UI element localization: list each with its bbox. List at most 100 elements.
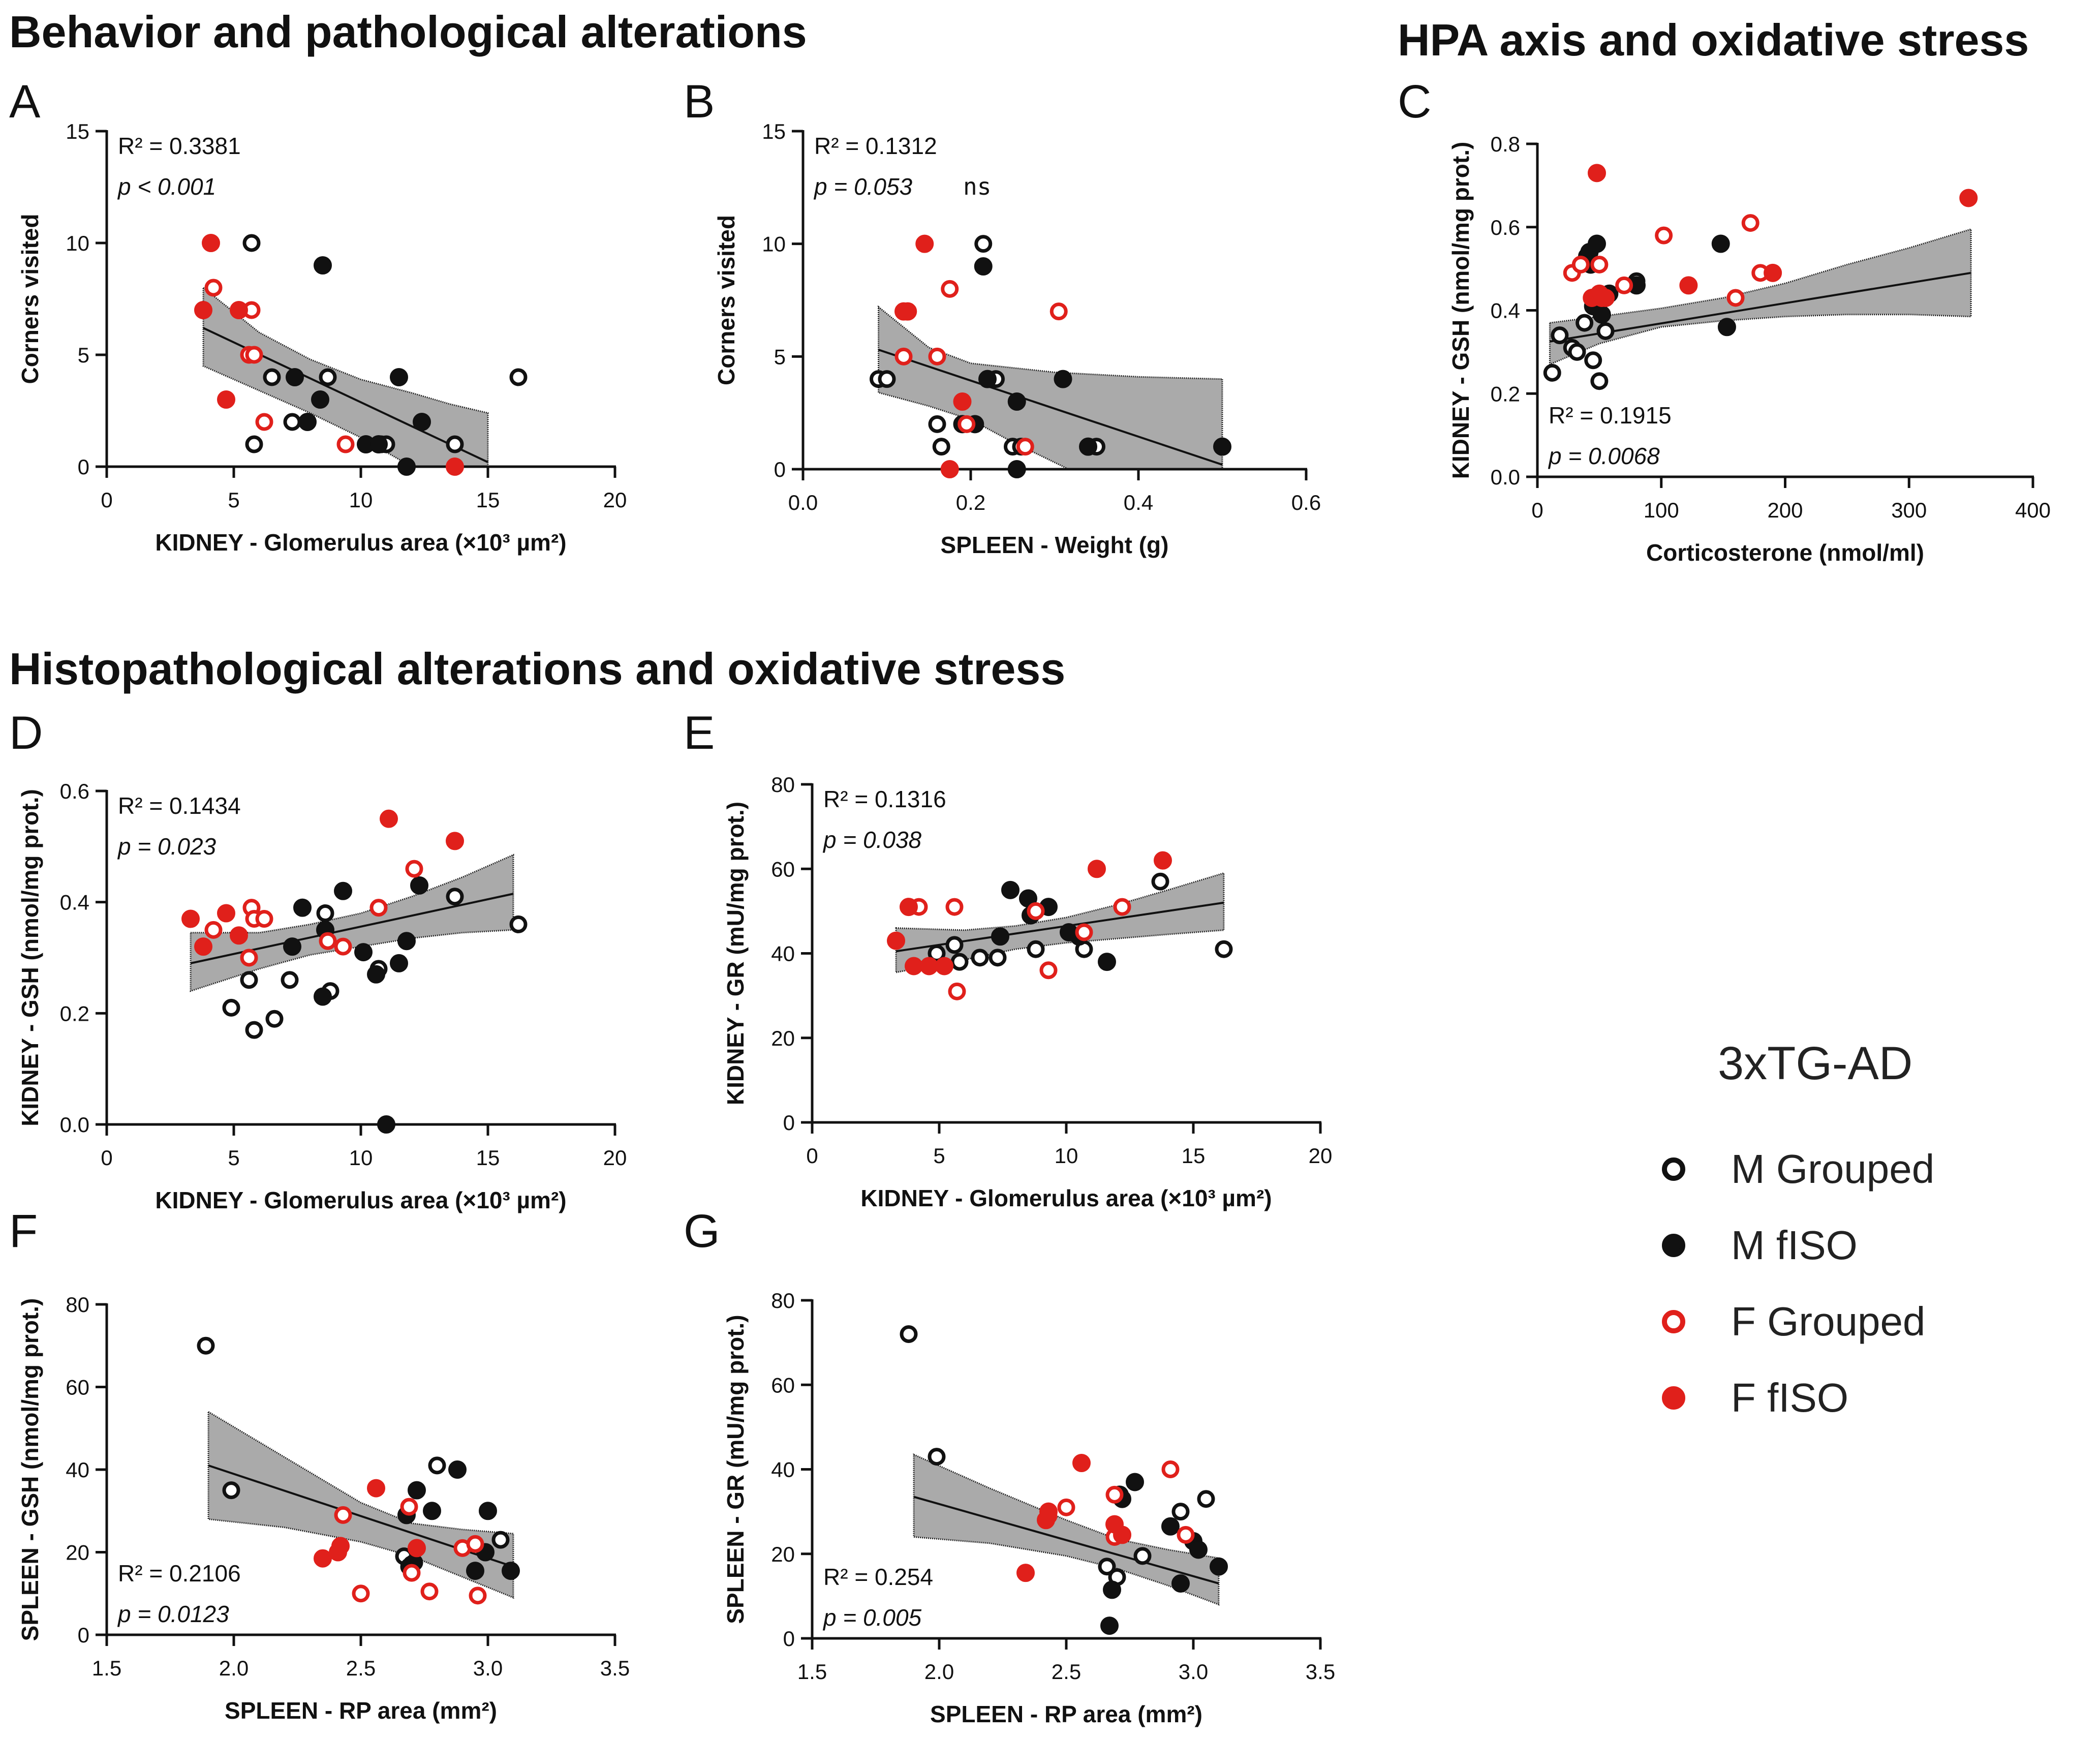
- point-f-fiso-c: [1679, 276, 1698, 295]
- section-title-behavior: Behavior and pathological alterations: [9, 7, 807, 57]
- point-m-fiso-f: [408, 1481, 426, 1500]
- chart-e: 0 5 10 15 20 0 20 40 60 80 KIDNEY - Glomerulus are…: [722, 773, 1332, 1211]
- point-m-grouped-a: [283, 413, 301, 431]
- point-m-grouped-e: [971, 949, 989, 967]
- y-tick-label-f: 80: [66, 1293, 89, 1317]
- point-f-fiso-e: [900, 898, 918, 917]
- panel-letter-f: F: [9, 1205, 38, 1257]
- point-m-fiso-b: [1079, 437, 1097, 456]
- y-tick-label-a: 10: [66, 231, 89, 255]
- x-tick-label-g: 2.5: [1052, 1660, 1081, 1684]
- point-m-fiso-a: [369, 435, 388, 453]
- panel-letter-c: C: [1398, 76, 1432, 128]
- point-m-fiso-g: [1126, 1473, 1144, 1491]
- point-f-grouped-b: [958, 415, 976, 433]
- point-m-grouped-g: [900, 1325, 918, 1343]
- point-m-fiso-g: [1210, 1557, 1228, 1576]
- chart-a: 0 5 10 15 20 0 5 10 15 KIDNEY - Glomerulus area (…: [17, 119, 627, 556]
- point-m-fiso-e: [991, 927, 1009, 946]
- point-f-grouped-c: [1655, 226, 1673, 245]
- point-m-grouped-f: [197, 1336, 215, 1355]
- p-value-label-d: p = 0.023: [117, 833, 217, 860]
- point-m-grouped-e: [928, 944, 946, 962]
- x-tick-label-e: 10: [1055, 1144, 1078, 1168]
- r-squared-label-e: R² = 0.1316: [823, 786, 946, 812]
- point-f-grouped-g: [1161, 1460, 1180, 1478]
- legend-item-f-fiso: F fISO: [1642, 1360, 1997, 1436]
- point-f-grouped-e: [1027, 902, 1045, 920]
- point-f-fiso-d: [181, 909, 200, 928]
- ns-label-b: ns: [963, 173, 991, 200]
- chart-b: 0.0 0.2 0.4 0.6 0 5 10 15 SPLEEN - Weight (g) Cor…: [713, 119, 1321, 558]
- point-f-grouped-f: [469, 1587, 487, 1605]
- point-f-fiso-c: [1588, 164, 1606, 182]
- y-tick-label-e: 80: [771, 773, 795, 797]
- x-tick-label-a: 10: [349, 488, 373, 512]
- point-f-grouped-e: [945, 898, 964, 916]
- regression-line-c: [1550, 271, 1971, 343]
- point-m-grouped-f: [428, 1456, 446, 1475]
- point-m-grouped-e: [989, 949, 1007, 967]
- point-m-grouped-g: [1197, 1490, 1215, 1508]
- point-m-fiso-a: [286, 368, 304, 386]
- p-value-label-g: p = 0.005: [822, 1604, 922, 1631]
- point-f-fiso-a: [230, 301, 248, 319]
- point-f-grouped-b: [1016, 438, 1034, 456]
- legend-marker-f-grouped: [1662, 1310, 1685, 1333]
- point-m-grouped-a: [446, 435, 464, 453]
- point-m-fiso-b: [1007, 460, 1026, 478]
- point-f-grouped-d: [405, 860, 423, 878]
- legend-label-f-grouped: F Grouped: [1731, 1299, 1926, 1344]
- point-m-grouped-c: [1543, 363, 1561, 382]
- x-tick-label-g: 3.0: [1179, 1660, 1208, 1684]
- x-tick-label-d: 0: [101, 1146, 112, 1170]
- point-m-fiso-b: [974, 257, 993, 276]
- legend: 3xTG-AD M Grouped M fISO F Grouped F fIS…: [1642, 1037, 1997, 1436]
- x-tick-label-b: 0.4: [1124, 491, 1153, 514]
- legend-label-f-fiso: F fISO: [1731, 1375, 1849, 1420]
- x-tick-label-b: 0.2: [956, 491, 985, 514]
- point-f-grouped-f: [466, 1535, 484, 1553]
- x-tick-label-c: 300: [1891, 498, 1927, 522]
- point-m-grouped-b: [878, 370, 896, 388]
- y-tick-label-c: 0.4: [1491, 299, 1520, 323]
- r-squared-label-d: R² = 0.1434: [118, 792, 241, 819]
- x-tick-label-d: 15: [476, 1146, 500, 1170]
- point-f-fiso-d: [446, 832, 464, 850]
- point-f-grouped-a: [204, 279, 223, 297]
- y-axis-label-b: Corners visited: [713, 215, 739, 385]
- x-tick-label-f: 2.5: [346, 1656, 376, 1680]
- x-tick-label-a: 5: [228, 488, 239, 512]
- x-tick-label-a: 15: [476, 488, 500, 512]
- y-axis-label-e: KIDNEY - GR (mU/mg prot.): [722, 802, 749, 1105]
- point-f-grouped-a: [245, 346, 263, 364]
- x-axis-label-e: KIDNEY - Glomerulus area (×10³ µm²): [860, 1185, 1272, 1211]
- panel-letter-a: A: [9, 76, 41, 128]
- point-m-grouped-a: [509, 368, 528, 386]
- point-m-grouped-d: [265, 1010, 284, 1028]
- point-m-grouped-e: [950, 953, 969, 971]
- point-m-grouped-a: [263, 368, 281, 386]
- y-tick-label-f: 60: [66, 1376, 89, 1399]
- y-tick-label-a: 15: [66, 119, 89, 143]
- point-f-fiso-c: [1596, 288, 1615, 307]
- point-m-fiso-d: [410, 876, 428, 895]
- legend-marker-f-fiso: [1662, 1386, 1685, 1410]
- point-m-fiso-g: [1161, 1517, 1180, 1536]
- legend-marker-m-fiso: [1662, 1234, 1685, 1257]
- point-m-grouped-g: [928, 1448, 946, 1466]
- y-axis-label-d: KIDNEY - GSH (nmol/mg prot.): [17, 789, 43, 1126]
- p-value-label-e: p = 0.038: [822, 827, 922, 853]
- r-squared-label-c: R² = 0.1915: [1549, 402, 1672, 429]
- point-m-fiso-d: [377, 1115, 395, 1134]
- section-title-hpa: HPA axis and oxidative stress: [1398, 15, 2029, 65]
- point-f-grouped-e: [1075, 923, 1093, 941]
- point-m-fiso-f: [423, 1502, 441, 1520]
- point-f-grouped-e: [948, 982, 966, 1000]
- point-m-fiso-a: [390, 368, 408, 386]
- y-tick-label-b: 5: [774, 345, 786, 369]
- point-m-grouped-b: [928, 415, 946, 433]
- y-tick-label-a: 0: [78, 455, 89, 479]
- point-m-grouped-g: [1133, 1547, 1152, 1565]
- legend-item-m-fiso: M fISO: [1642, 1207, 1997, 1284]
